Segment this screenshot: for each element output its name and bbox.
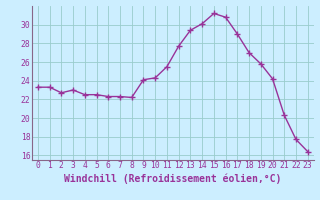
X-axis label: Windchill (Refroidissement éolien,°C): Windchill (Refroidissement éolien,°C) bbox=[64, 173, 282, 184]
